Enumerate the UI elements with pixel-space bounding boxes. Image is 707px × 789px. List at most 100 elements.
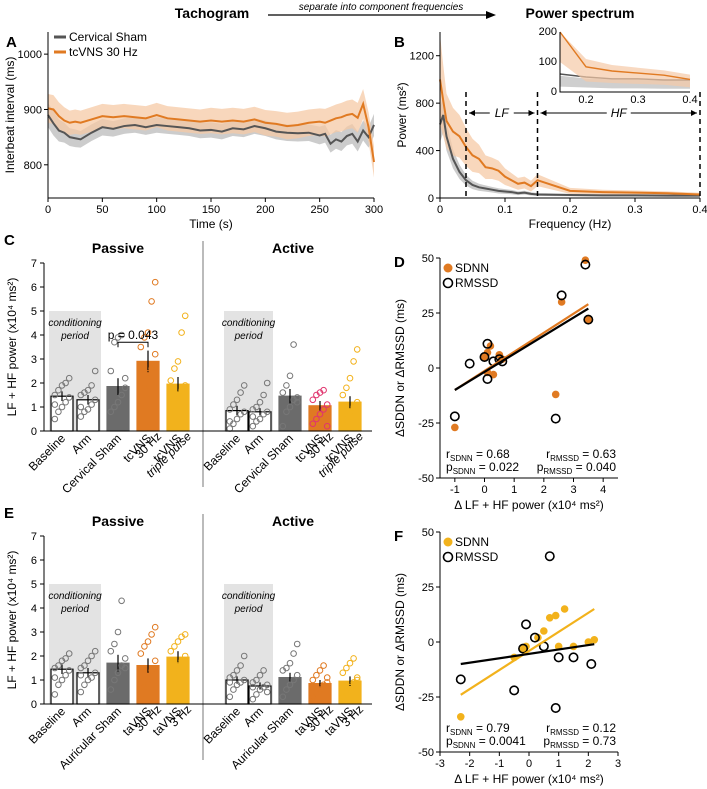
data-point	[293, 671, 301, 679]
data-point	[137, 403, 145, 411]
y-tick-label: -50	[418, 747, 434, 759]
category-label: Arm	[241, 431, 266, 456]
significance-bracket	[117, 341, 149, 348]
legend-label-sdnn: SDNN	[455, 261, 489, 275]
y-tick-label: 3	[31, 354, 37, 366]
data-point	[141, 384, 148, 392]
x-tick-label: 200	[256, 204, 274, 216]
inset-y-tick-label: 0	[551, 86, 557, 98]
data-point	[290, 650, 297, 657]
point-sdnn	[456, 713, 465, 721]
data-point	[313, 415, 320, 423]
y-tick-label: 0	[31, 699, 37, 711]
y-tick-label: 7	[31, 258, 37, 270]
data-point	[167, 676, 175, 684]
data-point	[226, 418, 234, 425]
data-point	[121, 384, 129, 392]
series-line-cervical-sham	[47, 114, 375, 146]
data-point	[151, 657, 159, 665]
y-tick-label: 0	[31, 426, 37, 438]
data-point	[353, 676, 361, 684]
group-title: Active	[272, 513, 314, 529]
data-point	[346, 683, 354, 691]
data-point	[256, 415, 264, 423]
panel-label-d: D	[394, 254, 405, 271]
point-rmssd	[464, 358, 475, 369]
data-point	[55, 386, 62, 394]
stat-r-sdnn: rSDNN = 0.68	[446, 447, 510, 463]
inset-x-tick-label: 0.2	[578, 94, 593, 106]
data-point	[226, 406, 234, 413]
data-point	[233, 667, 241, 674]
data-point	[323, 401, 331, 408]
data-point	[226, 693, 234, 701]
point-rmssd	[544, 551, 555, 562]
x-tick-label: 1	[556, 758, 562, 770]
data-point	[84, 386, 92, 394]
point-rmssd	[550, 702, 561, 713]
data-point	[320, 386, 327, 394]
x-tick-label: 0.1	[497, 204, 512, 216]
data-point	[263, 681, 271, 689]
data-point	[316, 667, 324, 674]
group-title: Active	[272, 240, 314, 256]
data-point	[88, 401, 95, 408]
legend-marker-sdnn	[443, 263, 453, 273]
point-sdnn	[557, 298, 566, 306]
data-point	[51, 391, 59, 399]
data-point	[253, 676, 260, 684]
panel-label-c: C	[4, 232, 15, 249]
data-point	[55, 662, 62, 669]
data-point	[263, 379, 271, 387]
data-point	[279, 422, 287, 430]
data-point	[144, 329, 152, 336]
data-point	[339, 669, 347, 677]
category-label: Arm	[241, 704, 266, 729]
data-point	[107, 408, 115, 416]
point-rmssd	[556, 290, 567, 301]
stat-p-sdnn: pSDNN = 0.0041	[446, 734, 526, 750]
stat-r-sdnn: rSDNN = 0.79	[446, 721, 510, 737]
data-point	[240, 676, 248, 684]
data-point	[279, 389, 287, 396]
point-rmssd	[529, 632, 540, 643]
data-point	[343, 384, 350, 392]
y-tick-label: 0	[428, 637, 434, 649]
conditioning-label: conditioning	[222, 591, 276, 602]
legend-marker-rmssd	[442, 551, 454, 563]
band-label-hf: HF	[611, 106, 628, 120]
data-point	[346, 408, 354, 416]
point-sdnn	[590, 636, 599, 644]
data-point	[256, 671, 264, 679]
data-point	[343, 688, 350, 696]
point-sdnn	[540, 627, 548, 635]
y-tick-label: 50	[422, 527, 434, 539]
power-spectrum-title: Power spectrum	[526, 5, 635, 21]
data-point	[283, 664, 290, 672]
data-point	[343, 664, 350, 672]
legend-label-sdnn: SDNN	[455, 535, 489, 549]
data-point	[283, 382, 290, 389]
data-point	[320, 662, 327, 669]
significance-label: p = 0.043	[108, 328, 159, 342]
stat-r-rmssd: rRMSSD = 0.63	[546, 447, 616, 463]
point-sdnn	[560, 605, 569, 613]
inset-x-tick-label: 0.3	[630, 94, 645, 106]
data-point	[286, 681, 294, 689]
data-point	[323, 679, 331, 686]
header-arrowhead	[486, 11, 496, 19]
data-point	[58, 403, 66, 411]
data-point	[141, 683, 148, 691]
x-tick-label: 0	[437, 204, 443, 216]
data-point	[339, 420, 347, 428]
x-tick-label: 150	[202, 204, 220, 216]
data-point	[313, 671, 320, 679]
data-point	[167, 647, 175, 655]
data-point	[111, 676, 118, 684]
series-line-tcvns-30-hz	[439, 79, 701, 196]
data-point	[148, 365, 155, 372]
data-point	[263, 688, 271, 696]
data-point	[118, 331, 125, 339]
data-point	[316, 410, 324, 418]
data-point	[293, 394, 301, 401]
